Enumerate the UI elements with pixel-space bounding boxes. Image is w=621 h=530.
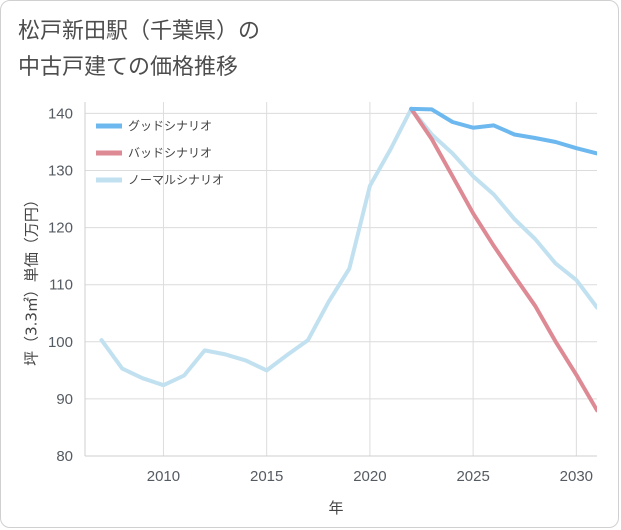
y-axis-label: 坪（3.3㎡）単価（万円） (23, 192, 41, 366)
axes: 80 90 100 110 120 130 140 2010 2015 2020 2025 2030 (48, 102, 597, 485)
x-axis-label: 年 (328, 499, 343, 517)
y-tick-label: 130 (48, 163, 73, 180)
chart-title: 松戸新田駅（千葉県）の 中古戸建ての価格推移 (18, 14, 260, 86)
x-tick-label: 2030 (560, 468, 593, 485)
x-tick-label: 2020 (353, 468, 386, 485)
y-tick-label: 110 (49, 277, 73, 294)
series-lines (99, 106, 597, 413)
y-tick-label: 80 (56, 448, 73, 465)
x-tick-label: 2010 (147, 468, 180, 485)
chart-title-line-1: 松戸新田駅（千葉県）の (18, 19, 261, 44)
y-tick-label: 120 (48, 220, 73, 237)
x-tick-label: 2015 (250, 468, 283, 485)
series-line-2 (99, 106, 597, 388)
legend-label-0: グッドシナリオ (128, 119, 212, 133)
y-tick-label: 140 (48, 105, 73, 122)
legend-label-1: バッドシナリオ (128, 146, 212, 160)
y-tick-label: 90 (56, 391, 73, 408)
legend-label-2: ノーマルシナリオ (128, 173, 224, 187)
series-line-0 (409, 106, 597, 156)
x-tick-label: 2025 (456, 468, 489, 485)
y-tick-label: 100 (48, 334, 73, 351)
chart-title-line-2: 中古戸建ての価格推移 (18, 55, 239, 80)
series-line-1 (409, 106, 597, 413)
